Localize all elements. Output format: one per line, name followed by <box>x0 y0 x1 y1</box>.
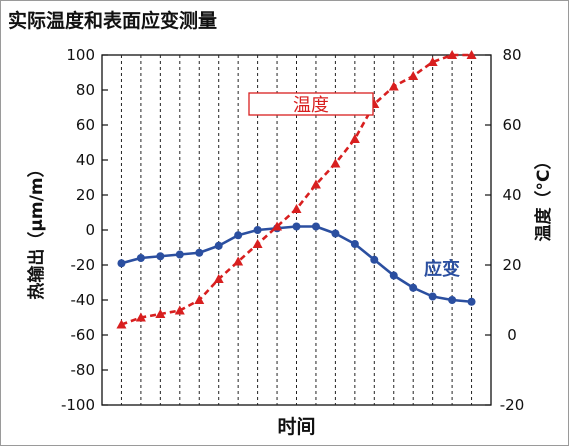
strain-point <box>370 255 379 264</box>
right-tick-label: -20 <box>500 396 525 414</box>
left-axis-ticks: 100 80 60 40 20 0 -20 -40 -60 -80 -100 <box>61 46 108 414</box>
strain-point <box>156 252 165 261</box>
strain-point <box>136 254 145 262</box>
strain-point <box>389 271 398 280</box>
left-tick-label: -40 <box>71 291 96 309</box>
strain-point <box>448 296 457 304</box>
right-tick-label: 80 <box>502 46 521 64</box>
right-tick-label: 20 <box>502 256 521 274</box>
temperature-point <box>174 305 185 315</box>
temperature-point <box>194 295 205 304</box>
left-tick-label: 100 <box>66 46 95 64</box>
left-tick-label: 60 <box>76 116 95 134</box>
strain-point <box>467 297 476 306</box>
temperature-point <box>291 204 302 213</box>
temperature-point <box>272 221 283 231</box>
temperature-point <box>213 274 224 283</box>
temperature-series-label: 温度 <box>293 95 329 116</box>
temperature-point <box>233 256 244 266</box>
temperature-point <box>466 50 477 59</box>
strain-point <box>214 241 223 250</box>
strain-point <box>350 240 359 248</box>
temperature-point <box>447 50 458 59</box>
left-tick-label: -20 <box>71 256 96 274</box>
left-axis-label: 热输出（μm/m） <box>26 160 47 299</box>
temperature-point <box>330 158 341 168</box>
right-tick-label: 40 <box>502 186 521 204</box>
strain-point <box>234 231 243 240</box>
strain-point <box>292 222 301 231</box>
left-tick-label: -100 <box>61 396 95 414</box>
right-tick-label: 0 <box>507 326 517 344</box>
left-tick-label: 0 <box>85 221 95 239</box>
strain-point <box>195 248 204 257</box>
temperature-point <box>388 81 399 91</box>
right-axis-label: 温度（°C） <box>533 153 554 242</box>
temperature-point <box>252 239 263 248</box>
strain-point <box>253 226 262 234</box>
temperature-point <box>408 71 419 80</box>
chart-title: 实际温度和表面应变测量 <box>8 10 218 32</box>
temperature-point <box>310 179 321 189</box>
strain-point <box>117 259 126 268</box>
strain-point <box>311 222 320 231</box>
left-tick-label: -80 <box>71 361 96 379</box>
temperature-point <box>349 134 360 143</box>
left-tick-label: -60 <box>71 326 96 344</box>
strain-point <box>175 250 184 259</box>
temperature-point <box>116 319 127 329</box>
temperature-point <box>427 57 438 66</box>
strain-point <box>428 292 437 301</box>
left-tick-label: 80 <box>76 81 95 99</box>
temperature-point <box>155 309 166 318</box>
temperature-point <box>135 312 146 322</box>
x-axis-label: 时间 <box>277 416 315 438</box>
strain-point <box>331 229 340 238</box>
temperature-label-box <box>248 92 374 116</box>
left-tick-label: 40 <box>76 151 95 169</box>
series-layer <box>116 50 477 329</box>
strain-series-label: 应变 <box>424 258 460 280</box>
strain-point <box>409 283 418 292</box>
right-axis-ticks: 80 60 40 20 0 -20 <box>485 46 524 414</box>
right-tick-label: 60 <box>502 116 521 134</box>
left-tick-label: 20 <box>76 186 95 204</box>
